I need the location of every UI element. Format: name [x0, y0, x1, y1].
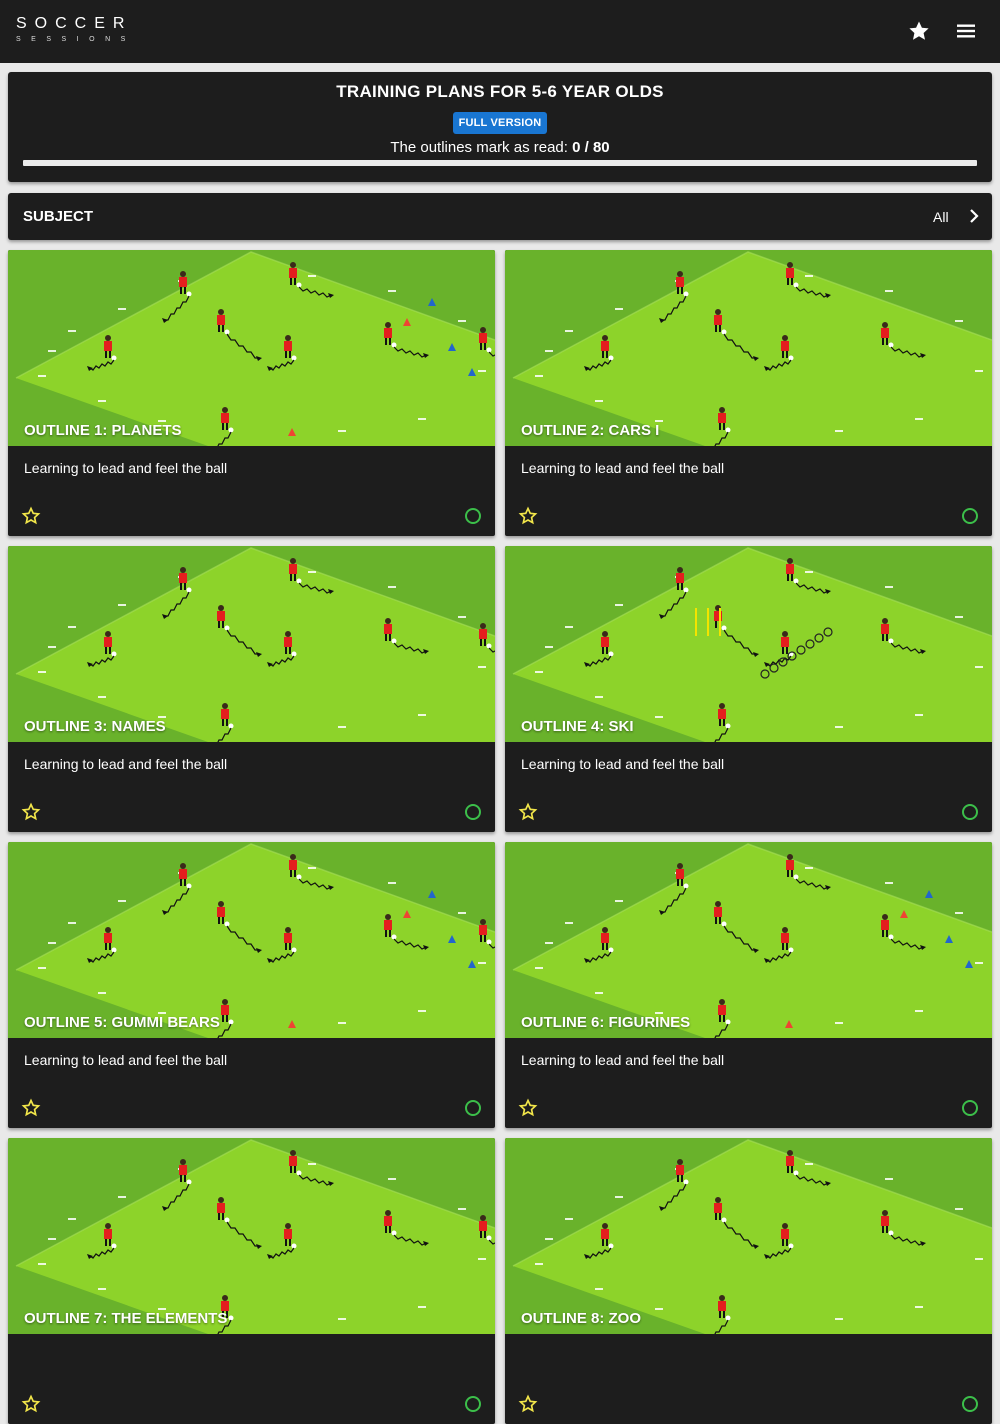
outline-card[interactable]: OUTLINE 1: PLANETS Learning to lead and f…: [8, 250, 495, 536]
outline-card[interactable]: OUTLINE 7: THE ELEMENTS: [8, 1138, 495, 1424]
card-title: OUTLINE 5: GUMMI BEARS: [24, 1014, 220, 1031]
pitch-illustration: [8, 250, 495, 446]
read-status-circle-icon[interactable]: [960, 1394, 980, 1414]
version-badge: FULL VERSION: [453, 112, 547, 134]
pitch-illustration: [505, 842, 992, 1038]
card-description: Learning to lead and feel the ball: [521, 1052, 725, 1068]
page-title: TRAINING PLANS FOR 5-6 YEAR OLDS: [336, 82, 664, 101]
outline-card[interactable]: OUTLINE 6: FIGURINES Learning to lead and…: [505, 842, 992, 1128]
card-description: Learning to lead and feel the ball: [521, 460, 725, 476]
pitch-illustration: [8, 1138, 495, 1334]
pitch-illustration: [505, 546, 992, 742]
app-logo[interactable]: SOCCER SESSIONS: [16, 15, 136, 45]
top-app-bar: SOCCER SESSIONS: [0, 0, 1000, 63]
card-description: Learning to lead and feel the ball: [24, 1052, 228, 1068]
read-status-circle-icon[interactable]: [463, 506, 483, 526]
progress-bar: [23, 160, 977, 166]
progress-value: 0 / 80: [572, 139, 610, 156]
outline-card[interactable]: OUTLINE 4: SKI Learning to lead and feel …: [505, 546, 992, 832]
hamburger-menu-icon[interactable]: [954, 19, 978, 43]
favorite-star-icon[interactable]: [518, 506, 538, 526]
outline-card[interactable]: OUTLINE 8: ZOO: [505, 1138, 992, 1424]
favorites-star-icon[interactable]: [907, 19, 931, 43]
favorite-star-icon[interactable]: [518, 1394, 538, 1414]
plan-header-card: TRAINING PLANS FOR 5-6 YEAR OLDS FULL VE…: [8, 72, 992, 182]
progress-label: The outlines mark as read:: [390, 139, 568, 156]
pitch-illustration: [505, 1138, 992, 1334]
outline-card[interactable]: OUTLINE 3: NAMES Learning to lead and fee…: [8, 546, 495, 832]
logo-main-text: SOCCER: [16, 15, 133, 32]
card-title: OUTLINE 4: SKI: [521, 718, 634, 735]
chevron-right-icon: [970, 209, 979, 223]
pitch-illustration: [8, 546, 495, 742]
outline-card[interactable]: OUTLINE 2: CARS I Learning to lead and fe…: [505, 250, 992, 536]
read-status-circle-icon[interactable]: [960, 802, 980, 822]
card-description: Learning to lead and feel the ball: [24, 756, 228, 772]
subject-value: All: [933, 209, 949, 225]
card-description: Learning to lead and feel the ball: [24, 460, 228, 476]
logo-sub-text: SESSIONS: [16, 36, 136, 43]
outline-card[interactable]: OUTLINE 5: GUMMI BEARS Learning to lead a…: [8, 842, 495, 1128]
favorite-star-icon[interactable]: [21, 506, 41, 526]
card-title: OUTLINE 2: CARS I: [521, 422, 660, 439]
card-title: OUTLINE 3: NAMES: [24, 718, 166, 735]
subject-filter[interactable]: SUBJECT All: [8, 193, 992, 240]
read-status-circle-icon[interactable]: [463, 1098, 483, 1118]
read-status-circle-icon[interactable]: [960, 1098, 980, 1118]
favorite-star-icon[interactable]: [21, 1098, 41, 1118]
pitch-illustration: [505, 250, 992, 446]
card-description: Learning to lead and feel the ball: [521, 756, 725, 772]
favorite-star-icon[interactable]: [518, 802, 538, 822]
card-title: OUTLINE 7: THE ELEMENTS: [24, 1310, 228, 1327]
favorite-star-icon[interactable]: [21, 1394, 41, 1414]
favorite-star-icon[interactable]: [518, 1098, 538, 1118]
pitch-illustration: [8, 842, 495, 1038]
favorite-star-icon[interactable]: [21, 802, 41, 822]
progress-text: The outlines mark as read: 0 / 80: [8, 139, 992, 156]
subject-label: SUBJECT: [23, 208, 94, 225]
read-status-circle-icon[interactable]: [463, 802, 483, 822]
card-title: OUTLINE 6: FIGURINES: [521, 1014, 691, 1031]
card-title: OUTLINE 8: ZOO: [521, 1310, 641, 1327]
read-status-circle-icon[interactable]: [463, 1394, 483, 1414]
read-status-circle-icon[interactable]: [960, 506, 980, 526]
card-title: OUTLINE 1: PLANETS: [24, 422, 182, 439]
